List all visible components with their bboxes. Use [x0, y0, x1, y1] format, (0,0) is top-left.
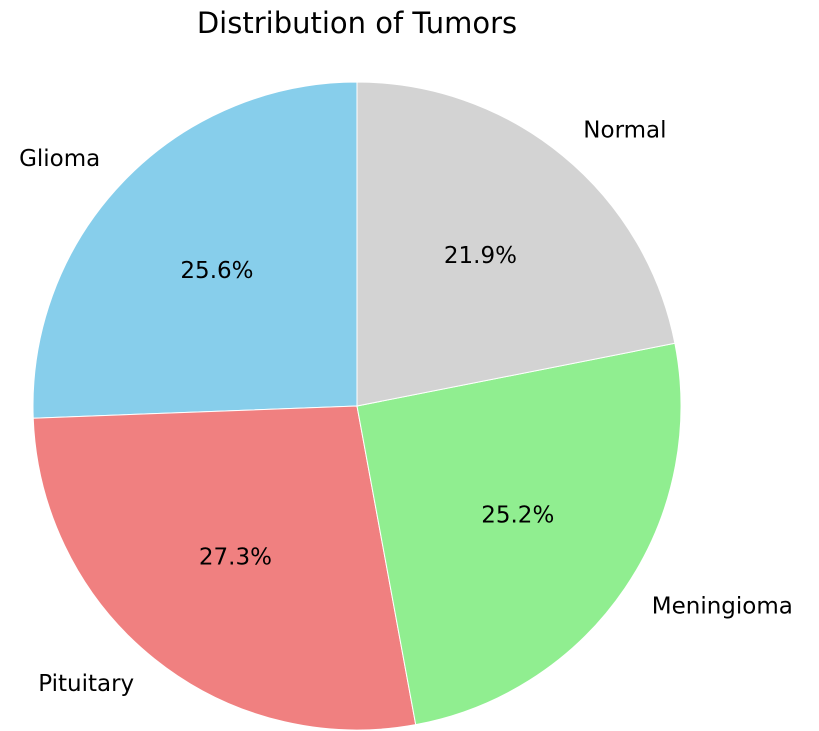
slice-label-normal: Normal — [583, 118, 666, 144]
slice-label-pituitary: Pituitary — [38, 671, 134, 697]
pct-label-normal: 21.9% — [444, 243, 517, 269]
pie-labels: 25.6% Glioma 27.3% Pituitary 25.2% Meningioma… — [19, 118, 793, 697]
chart-title: Distribution of Tumors — [197, 6, 517, 40]
pie-slice-glioma — [32, 81, 358, 419]
pie-slice-normal — [356, 81, 676, 407]
pie-slice-pituitary — [32, 405, 417, 731]
pct-label-glioma: 25.6% — [180, 258, 253, 284]
slice-label-glioma: Glioma — [19, 146, 100, 172]
pie-slices — [32, 81, 682, 731]
pie-slice-meningioma — [356, 342, 682, 726]
slice-label-meningioma: Meningioma — [652, 593, 793, 619]
pct-label-pituitary: 27.3% — [199, 545, 272, 571]
pct-label-meningioma: 25.2% — [481, 502, 554, 528]
